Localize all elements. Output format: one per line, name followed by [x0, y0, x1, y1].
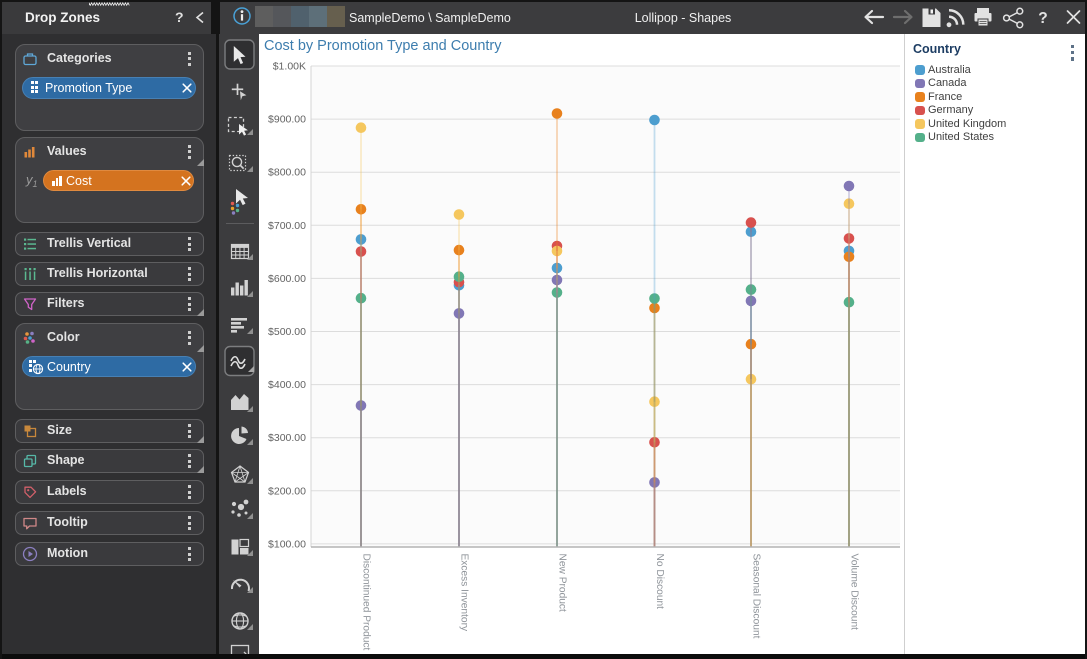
svg-text:Seasonal Discount: Seasonal Discount — [751, 554, 762, 639]
svg-text:$800.00: $800.00 — [268, 167, 306, 179]
svg-text:No Discount: No Discount — [654, 554, 665, 610]
svg-text:New Product: New Product — [557, 554, 568, 612]
svg-text:$200.00: $200.00 — [268, 485, 306, 497]
svg-text:Volume Discount: Volume Discount — [849, 554, 860, 631]
svg-text:$300.00: $300.00 — [268, 432, 306, 444]
svg-text:Discontinued Product: Discontinued Product — [361, 554, 372, 651]
svg-text:$900.00: $900.00 — [268, 114, 306, 126]
svg-text:$700.00: $700.00 — [268, 220, 306, 232]
svg-text:?: ? — [1038, 10, 1047, 27]
svg-text:$1.00K: $1.00K — [273, 61, 306, 73]
svg-text:$600.00: $600.00 — [268, 273, 306, 285]
svg-text:Excess Inventory: Excess Inventory — [459, 554, 470, 632]
svg-text:$100.00: $100.00 — [268, 538, 306, 550]
svg-text:$400.00: $400.00 — [268, 379, 306, 391]
svg-text:$500.00: $500.00 — [268, 326, 306, 338]
